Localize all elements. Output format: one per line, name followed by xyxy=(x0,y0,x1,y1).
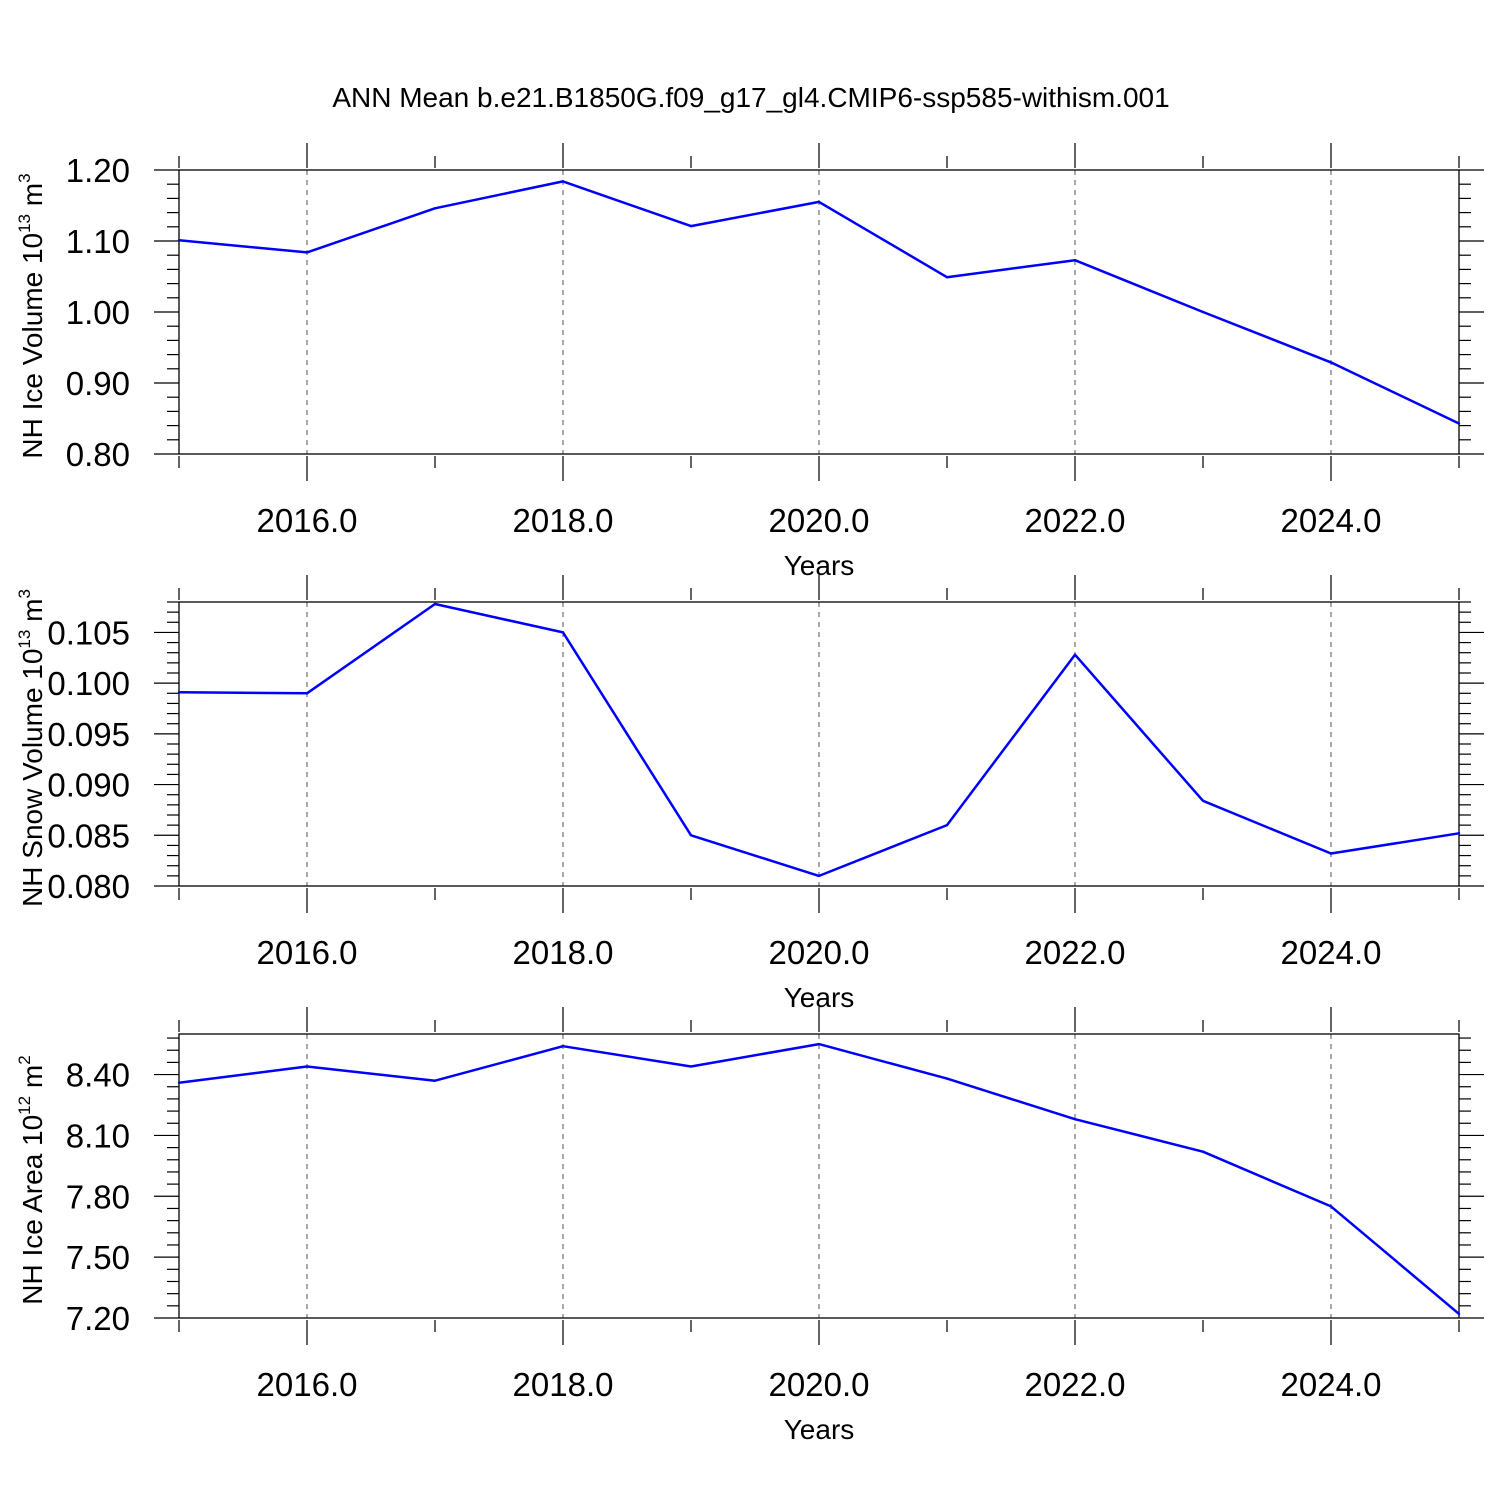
data-point xyxy=(177,239,181,242)
y-tick-label: 0.085 xyxy=(47,817,130,854)
data-point xyxy=(689,1065,693,1068)
x-tick-label: 2020.0 xyxy=(769,934,870,971)
x-tick-label: 2022.0 xyxy=(1025,1366,1126,1403)
data-point xyxy=(1201,799,1205,802)
data-point xyxy=(1201,310,1205,314)
x-tick-label: 2022.0 xyxy=(1025,502,1126,539)
plot-frame xyxy=(178,1033,1460,1319)
data-point xyxy=(945,1077,949,1080)
data-point xyxy=(817,1042,821,1046)
x-tick-label: 2016.0 xyxy=(257,934,358,971)
x-tick-label: 2018.0 xyxy=(513,1366,614,1403)
data-point xyxy=(1329,361,1333,364)
y-tick-label: 0.105 xyxy=(47,614,130,651)
data-point xyxy=(305,251,309,254)
x-tick-label: 2022.0 xyxy=(1025,934,1126,971)
data-point xyxy=(177,691,181,694)
x-tick-label: 2018.0 xyxy=(513,502,614,539)
data-point xyxy=(689,834,693,837)
x-tick-label: 2016.0 xyxy=(257,502,358,539)
data-point xyxy=(433,207,437,210)
y-tick-label: 0.100 xyxy=(47,665,130,702)
x-tick-label: 2020.0 xyxy=(769,1366,870,1403)
x-axis-label: Years xyxy=(784,1414,855,1445)
data-point xyxy=(1329,1205,1333,1208)
data-point xyxy=(817,874,821,878)
x-tick-label: 2016.0 xyxy=(257,1366,358,1403)
data-point xyxy=(433,602,437,606)
y-axis-label: NH Ice Volume 1013 m3 xyxy=(15,173,48,458)
y-tick-label: 8.10 xyxy=(66,1117,130,1154)
chart-panel-2: 0.080 0.085 0.090 0.095 0.100 0.105 2016.0 2018… xyxy=(15,575,1484,1013)
data-point xyxy=(177,1081,181,1084)
data-point xyxy=(1457,1312,1461,1316)
y-tick-label: 1.10 xyxy=(66,223,130,260)
data-point xyxy=(817,200,821,204)
y-tick-label: 1.00 xyxy=(66,294,130,331)
y-tick-label: 0.090 xyxy=(47,767,130,804)
x-tick-label: 2020.0 xyxy=(769,502,870,539)
y-tick-label: 0.080 xyxy=(47,868,130,905)
data-point xyxy=(1073,653,1077,656)
x-tick-label: 2024.0 xyxy=(1281,1366,1382,1403)
data-point xyxy=(945,823,949,827)
data-point xyxy=(1457,422,1461,425)
y-tick-label: 0.80 xyxy=(66,436,130,473)
chart-panel-3: 7.20 7.50 7.80 8.10 8.40 2016.0 2018.0 2020.0 20… xyxy=(15,1007,1484,1445)
x-tick-label: 2024.0 xyxy=(1281,502,1382,539)
y-axis-label: NH Snow Volume 1013 m3 xyxy=(15,589,48,907)
data-point xyxy=(1073,1118,1077,1121)
data-point xyxy=(1073,258,1077,262)
data-point xyxy=(945,276,949,279)
x-tick-label: 2024.0 xyxy=(1281,934,1382,971)
y-tick-label: 0.095 xyxy=(47,716,130,753)
y-tick-label: 0.90 xyxy=(66,365,130,402)
y-tick-label: 8.40 xyxy=(66,1057,130,1094)
data-point xyxy=(1457,832,1461,835)
data-point xyxy=(305,1065,309,1068)
data-point xyxy=(689,224,693,228)
data-point xyxy=(433,1079,437,1082)
chart-panel-1: 0.80 0.90 1.00 1.10 1.20 2016.0 2018.0 2020.0 20… xyxy=(15,143,1484,581)
data-point xyxy=(561,1044,565,1048)
data-point xyxy=(561,631,565,634)
y-tick-label: 7.80 xyxy=(66,1178,130,1215)
data-point xyxy=(561,180,565,183)
data-point xyxy=(1201,1150,1205,1153)
panels: 0.80 0.90 1.00 1.10 1.20 2016.0 2018.0 2020.0 20… xyxy=(15,143,1484,1445)
figure-title: ANN Mean b.e21.B1850G.f09_g17_gl4.CMIP6-… xyxy=(332,82,1169,113)
x-tick-label: 2018.0 xyxy=(513,934,614,971)
y-tick-label: 7.50 xyxy=(66,1239,130,1276)
y-tick-label: 7.20 xyxy=(66,1300,130,1337)
y-axis-label: NH Ice Area 1012 m2 xyxy=(15,1055,48,1304)
y-tick-label: 1.20 xyxy=(66,152,130,189)
data-point xyxy=(1329,852,1333,855)
data-point xyxy=(305,692,309,695)
